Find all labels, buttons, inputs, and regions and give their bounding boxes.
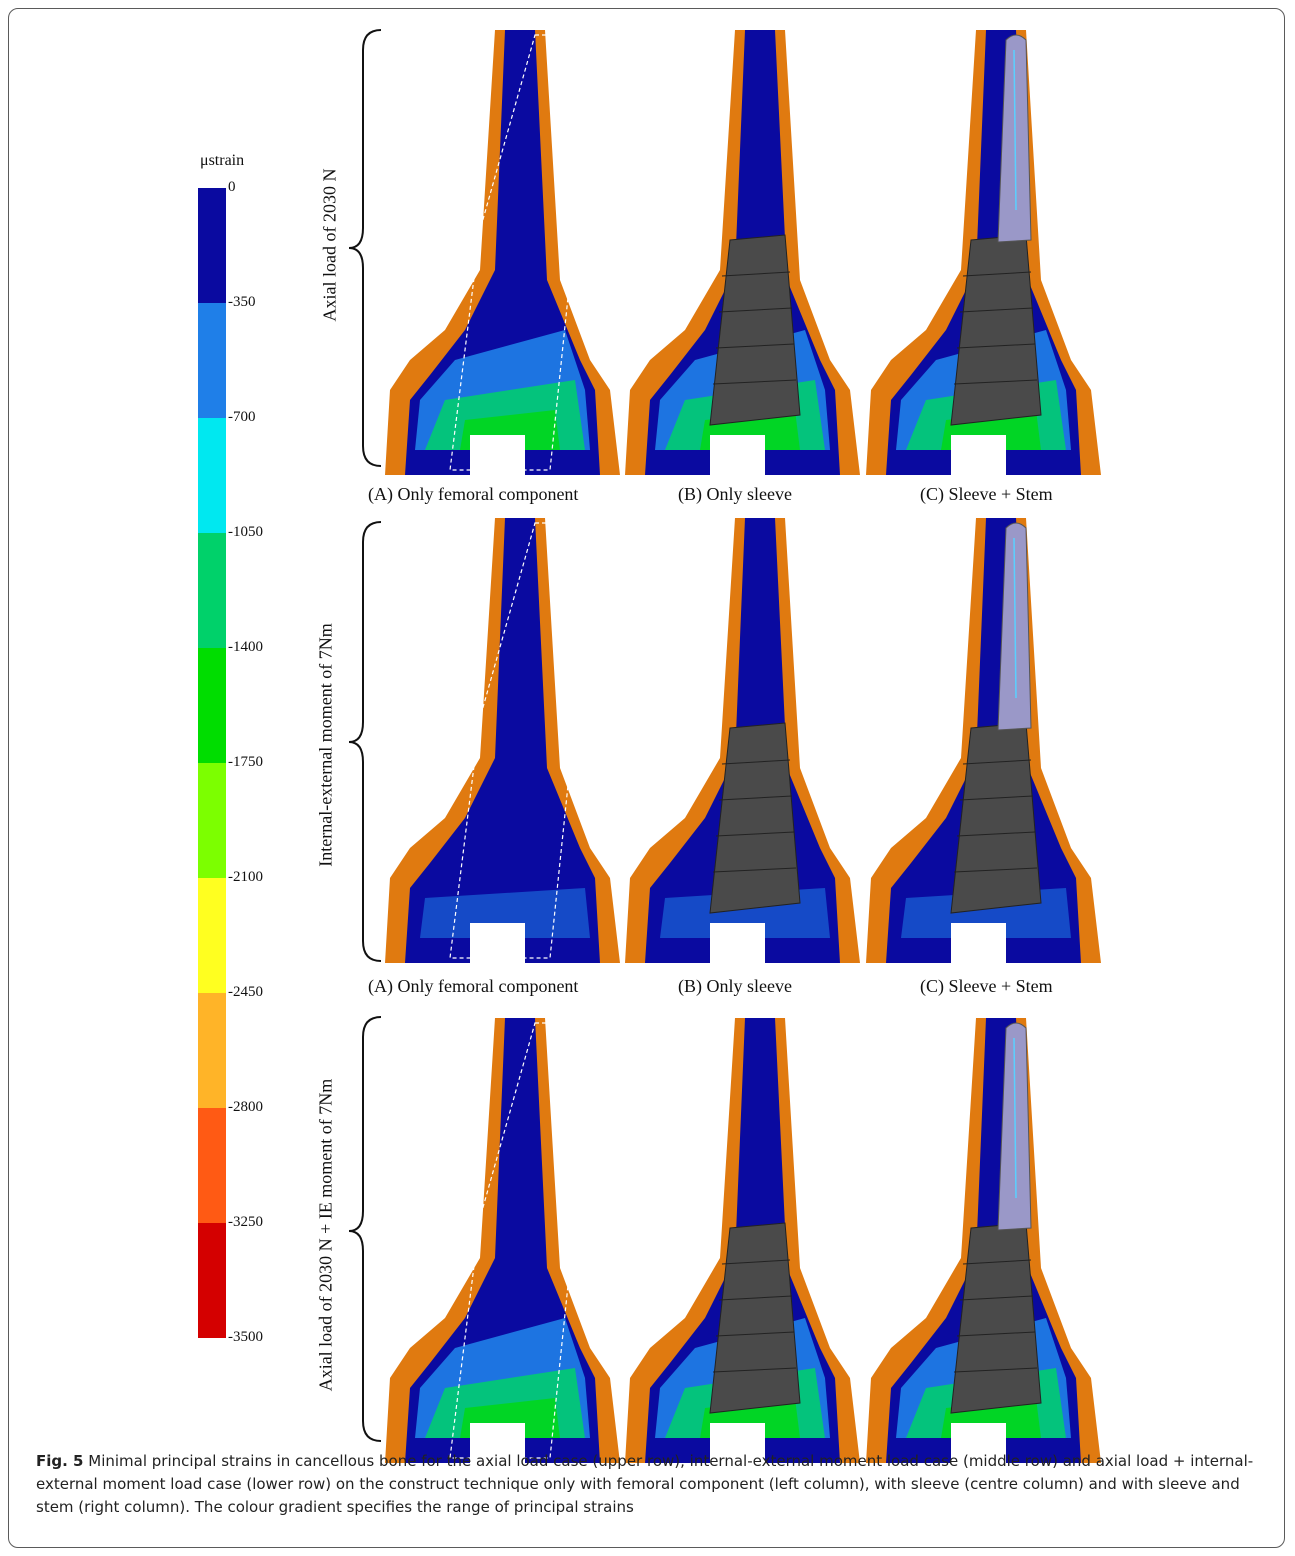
colorbar-tick-label: -3500 bbox=[228, 1329, 263, 1345]
colorbar-segment bbox=[198, 993, 226, 1108]
fe-panel-image bbox=[866, 30, 1106, 475]
fe-panel-row3-colc bbox=[866, 1018, 1106, 1463]
fe-panel-row2-cola bbox=[385, 518, 625, 963]
fe-panel-image bbox=[385, 30, 625, 475]
figure-caption: Fig. 5 Minimal principal strains in canc… bbox=[36, 1450, 1261, 1519]
fe-panel-row3-cola bbox=[385, 1018, 625, 1463]
colorbar-segment bbox=[198, 1223, 226, 1338]
fe-panel-image bbox=[866, 518, 1106, 963]
row-label-axial: Axial load of 2030 N bbox=[319, 168, 340, 322]
colorbar-tick-label: -3250 bbox=[228, 1214, 263, 1230]
fe-panel-image bbox=[625, 1018, 865, 1463]
fe-panel-image bbox=[866, 1018, 1106, 1463]
fe-panel-image bbox=[385, 1018, 625, 1463]
colorbar bbox=[198, 188, 226, 1338]
colorbar-tick-label: -350 bbox=[228, 294, 256, 310]
colorbar-tick-label: -1400 bbox=[228, 639, 263, 655]
fe-panel-row2-colc bbox=[866, 518, 1106, 963]
caption-row1-col-c: (C) Sleeve + Stem bbox=[920, 484, 1053, 504]
colorbar-segment bbox=[198, 533, 226, 648]
figure-caption-text: Minimal principal strains in cancellous … bbox=[36, 1452, 1254, 1516]
colorbar-tick-label: -1050 bbox=[228, 524, 263, 540]
fe-panel-row1-colc bbox=[866, 30, 1106, 475]
brace-row-1 bbox=[348, 29, 382, 467]
colorbar-tick-label: -2450 bbox=[228, 984, 263, 1000]
colorbar-segment bbox=[198, 878, 226, 993]
fe-panel-row3-colb bbox=[625, 1018, 865, 1463]
brace-row-2 bbox=[348, 521, 382, 962]
fe-panel-row1-cola bbox=[385, 30, 625, 475]
brace-row-3 bbox=[348, 1016, 382, 1442]
legend-title: μstrain bbox=[200, 152, 245, 169]
caption-row2-col-b: (B) Only sleeve bbox=[678, 976, 792, 996]
row-label-combined: Axial load of 2030 N + IE moment of 7Nm bbox=[315, 1078, 336, 1392]
fe-panel-image bbox=[625, 518, 865, 963]
colorbar-segment bbox=[198, 418, 226, 533]
caption-row2-col-c: (C) Sleeve + Stem bbox=[920, 976, 1053, 996]
fe-panel-row1-colb bbox=[625, 30, 865, 475]
colorbar-tick-label: -700 bbox=[228, 409, 256, 425]
caption-row2-col-a: (A) Only femoral component bbox=[368, 976, 579, 996]
fe-panel-image bbox=[625, 30, 865, 475]
row-label-ie-moment: Internal-external moment of 7Nm bbox=[315, 623, 336, 867]
fe-panel-row2-colb bbox=[625, 518, 865, 963]
colorbar-segment bbox=[198, 303, 226, 418]
fe-panel-image bbox=[385, 518, 625, 963]
colorbar-segment bbox=[198, 188, 226, 303]
caption-row1-col-b: (B) Only sleeve bbox=[678, 484, 792, 504]
colorbar-segment bbox=[198, 763, 226, 878]
colorbar-tick-label: -2100 bbox=[228, 869, 263, 885]
figure-label: Fig. 5 bbox=[36, 1452, 84, 1470]
colorbar-tick-label: 0 bbox=[228, 179, 236, 195]
colorbar-tick-label: -2800 bbox=[228, 1099, 263, 1115]
caption-row1-col-a: (A) Only femoral component bbox=[368, 484, 579, 504]
colorbar-segment bbox=[198, 1108, 226, 1223]
colorbar-tick-label: -1750 bbox=[228, 754, 263, 770]
colorbar-segment bbox=[198, 648, 226, 763]
